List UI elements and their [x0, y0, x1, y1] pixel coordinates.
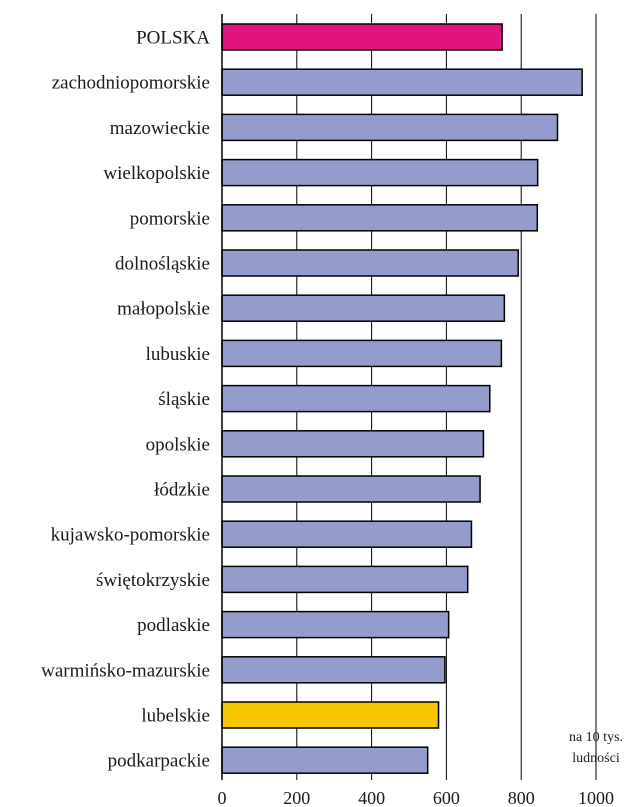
bar — [221, 746, 429, 774]
category-label: podkarpackie — [108, 751, 210, 772]
bar — [221, 656, 446, 684]
bar — [221, 249, 519, 277]
category-label: POLSKA — [136, 28, 210, 49]
x-tick-label: 0 — [218, 788, 227, 807]
x-tick-labels: 0 200 400 600 800 1000 — [218, 788, 615, 807]
bar — [221, 384, 491, 413]
bar — [221, 204, 539, 232]
bar — [221, 520, 473, 548]
category-label: łódzkie — [154, 480, 210, 501]
bar — [221, 339, 503, 368]
category-label: śląskie — [158, 389, 210, 410]
category-label: zachodniopomorskie — [52, 73, 210, 94]
bar — [221, 430, 485, 458]
category-labels: POLSKA zachodniopomorskie mazowieckie wielk… — [41, 28, 210, 772]
category-label: lubelskie — [141, 706, 210, 727]
bar — [221, 610, 450, 639]
bar — [221, 158, 539, 187]
bars-group — [221, 23, 583, 774]
bar — [221, 475, 481, 503]
bar — [221, 294, 506, 322]
bar — [221, 23, 503, 51]
x-tick-label: 800 — [508, 788, 535, 807]
bar — [221, 565, 469, 594]
unit-label-line-2: ludności — [572, 751, 620, 766]
bar — [221, 701, 440, 729]
category-label: wielkopolskie — [103, 163, 210, 184]
x-tick-label: 400 — [358, 788, 385, 807]
category-label: kujawsko-pomorskie — [51, 525, 210, 546]
category-label: opolskie — [146, 434, 210, 455]
x-tick-label: 600 — [433, 788, 460, 807]
category-label: dolnośląskie — [115, 254, 210, 275]
unit-label-line-1: na 10 tys. — [569, 730, 623, 745]
category-label: podlaskie — [137, 615, 210, 636]
category-label: małopolskie — [117, 299, 210, 320]
category-label: świętokrzyskie — [96, 570, 210, 591]
x-tick-label: 200 — [283, 788, 310, 807]
category-label: warmińsko-mazurskie — [41, 660, 210, 681]
category-label: pomorskie — [130, 208, 210, 229]
bar — [221, 68, 583, 96]
category-label: mazowieckie — [110, 118, 210, 139]
x-tick-label: 1000 — [578, 788, 614, 807]
category-label: lubuskie — [146, 344, 210, 365]
bar — [221, 113, 559, 142]
